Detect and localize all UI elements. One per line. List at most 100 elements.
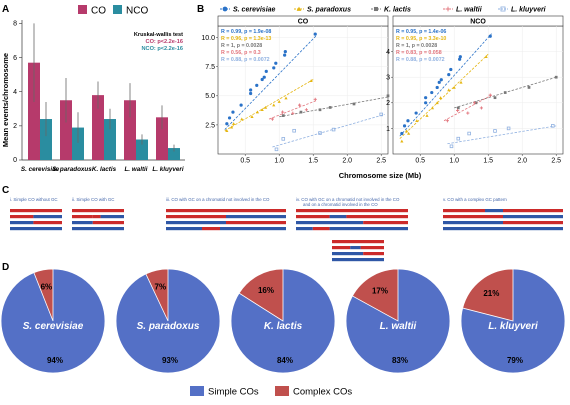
x-tick-label: 2.0 — [342, 158, 352, 165]
chromatid-segment — [332, 258, 384, 262]
point — [284, 96, 288, 100]
chromatid-segment — [503, 221, 515, 225]
pies: 6% S. cerevisiae 94% 7% S. paradoxus 93% 16% K.… — [0, 268, 566, 374]
schematic-title-3: iii. CO with GC on a chromatid not invol… — [166, 197, 270, 202]
pie-slice-complex — [351, 268, 399, 322]
point — [554, 75, 558, 79]
bar-nco — [104, 119, 116, 160]
pie-label-complex: 16% — [258, 286, 274, 295]
point — [270, 117, 274, 121]
category-label: S. paradoxus — [52, 166, 92, 173]
legend-swatch-co — [78, 5, 87, 14]
stat-label: R = 0.88, p = 0.0072 — [221, 57, 270, 63]
point — [493, 129, 497, 133]
y-tick-label: 2.5 — [205, 122, 215, 129]
fit-line — [268, 100, 317, 120]
schematic-5 — [443, 209, 563, 231]
point — [506, 126, 511, 131]
panel-title: CO — [298, 19, 309, 26]
chromatid-segment — [312, 227, 330, 231]
stat-label: R = 0.95, p = 3.3e-10 — [396, 36, 446, 42]
chromatid-segment — [346, 215, 408, 219]
chromatid-segment — [363, 221, 408, 225]
chromatid-segment — [485, 209, 503, 213]
chromatid-segment — [166, 215, 226, 219]
chromatid-segment — [33, 215, 62, 219]
plot-frame — [217, 25, 389, 155]
chromatid-segment — [226, 215, 286, 219]
point — [225, 129, 229, 133]
point — [309, 79, 313, 82]
panel-label-a: A — [2, 4, 9, 15]
chromatid-segment — [92, 221, 124, 225]
pie-label-complex: 7% — [155, 282, 167, 291]
point — [449, 144, 454, 149]
chromatid-segment — [332, 246, 351, 250]
x-tick-label: 1.5 — [483, 158, 493, 165]
point — [439, 78, 443, 82]
x-tick-label: 2.0 — [517, 158, 527, 165]
point — [500, 6, 506, 12]
fit-line — [224, 35, 317, 130]
point — [458, 57, 462, 61]
kruskal-title: Kruskal-wallis test — [134, 32, 183, 38]
bar-co — [60, 100, 72, 160]
point — [313, 97, 317, 101]
fit-line — [224, 79, 314, 132]
schematic-1 — [10, 209, 62, 231]
point — [430, 106, 435, 110]
point — [551, 124, 555, 128]
category-label: K. lactis — [92, 166, 117, 173]
point — [249, 88, 253, 92]
schematic-3 — [166, 209, 286, 231]
point — [296, 6, 302, 11]
point — [488, 93, 492, 97]
bar-co — [28, 62, 40, 161]
pie-title: K. lactis — [264, 321, 303, 332]
point — [227, 116, 232, 120]
panel-label-d: D — [2, 262, 9, 273]
point — [331, 127, 336, 132]
fit-line — [399, 53, 489, 139]
point — [262, 75, 266, 79]
point — [231, 110, 235, 114]
legend-label-nco: NCO — [126, 6, 148, 17]
legend-label-complex: Complex COs — [293, 387, 352, 398]
chromatid-segment — [72, 215, 93, 219]
chromatid-segment — [10, 215, 34, 219]
y-tick-label: 4 — [13, 89, 17, 96]
point — [318, 108, 322, 112]
chromatid-segment — [503, 209, 563, 213]
y-ticks: 0 2 4 6 8 — [13, 21, 22, 164]
stat-label: R = 1, p = 0.0028 — [221, 43, 262, 49]
chromatid-segment — [166, 227, 202, 231]
panel-title: NCO — [470, 19, 486, 26]
chromatid-segment — [329, 215, 347, 219]
point — [260, 77, 264, 82]
stat-label: R = 0.83, p = 0.058 — [396, 50, 442, 56]
point — [264, 105, 268, 109]
point — [283, 50, 287, 54]
point — [503, 91, 507, 94]
legend-swatch-complex — [275, 386, 289, 396]
schematic-title-2: ii. Simple CO with GC — [72, 197, 114, 202]
panel-b-scatter-chart: B S. cerevisiae S. paradoxus K. lactis L. w… — [197, 4, 564, 180]
bar-nco — [72, 127, 84, 160]
bars — [28, 23, 180, 161]
point — [445, 6, 451, 12]
point — [281, 110, 285, 114]
y-tick-label: 3 — [386, 75, 390, 82]
point — [264, 69, 268, 73]
point — [225, 122, 229, 126]
point — [484, 55, 488, 58]
pie-slice-complex — [145, 268, 169, 322]
y-tick-label: 4 — [386, 49, 390, 56]
pie-slice-complex — [33, 268, 54, 322]
pie-title: L. waltii — [380, 321, 417, 332]
point — [239, 103, 243, 107]
point — [230, 125, 234, 129]
bar-nco — [168, 148, 180, 160]
point — [250, 115, 254, 119]
point — [439, 96, 443, 99]
schematic-4 — [296, 209, 408, 231]
